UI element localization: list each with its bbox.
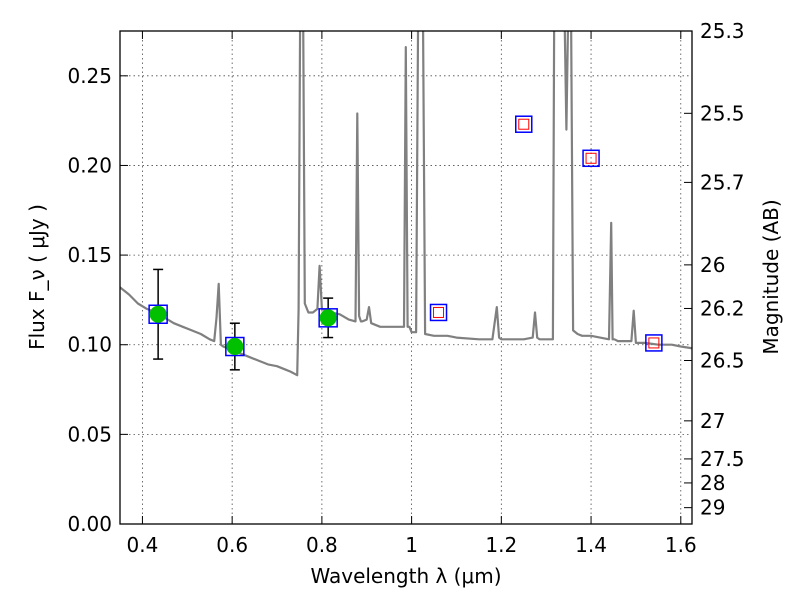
x-tick-label: 1 xyxy=(405,533,418,557)
model-point xyxy=(433,306,445,318)
y-axis-label: Flux F_ν ( μJy ) xyxy=(25,204,49,350)
x-tick-label: 0.6 xyxy=(216,533,248,557)
y2-tick-label: 28 xyxy=(700,471,725,495)
x-tick-label: 1.6 xyxy=(665,533,697,557)
y2-tick-label: 25.5 xyxy=(700,101,745,125)
x-tick-label: 1.4 xyxy=(575,533,607,557)
x-tick-label: 0.8 xyxy=(306,533,338,557)
y2-tick-label: 25.3 xyxy=(700,19,745,43)
photometry-point xyxy=(319,309,337,327)
model-box xyxy=(429,303,448,322)
y-tick-label: 0.25 xyxy=(67,64,112,88)
y-tick-label: 0.15 xyxy=(67,243,112,267)
y2-tick-label: 27.5 xyxy=(700,447,745,471)
y2-axis-label: Magnitude (AB) xyxy=(759,199,783,354)
ticks-layer xyxy=(120,30,692,525)
y-tick-label: 0.05 xyxy=(67,422,112,446)
spectrum-layer xyxy=(120,31,692,377)
photometry-point xyxy=(226,338,244,356)
model-box xyxy=(515,115,533,133)
x-tick-label: 1.2 xyxy=(485,533,517,557)
grid xyxy=(120,31,692,525)
model-point xyxy=(585,152,597,164)
y2-tick-label: 29 xyxy=(700,496,725,520)
tick-labels: 0.4 0.6 0.8 1 1.2 1.4 1.6 0.00 0.05 0.10 0.15 0.20 0… xyxy=(67,19,744,557)
photometry-point xyxy=(149,305,167,323)
x-axis-label: Wavelength λ (μm) xyxy=(310,564,501,588)
model-point xyxy=(518,118,530,130)
photometry-box xyxy=(318,308,338,328)
spectrum-line xyxy=(120,31,692,377)
markers-layer xyxy=(148,115,663,371)
y2-tick-label: 27 xyxy=(700,409,725,433)
y2-tick-label: 26.5 xyxy=(700,349,745,373)
plot-frame xyxy=(119,30,693,525)
y2-tick-label: 26 xyxy=(700,253,725,277)
y2-tick-label: 26.2 xyxy=(700,296,745,320)
model-point xyxy=(648,337,660,349)
x-tick-label: 0.4 xyxy=(127,533,159,557)
photometry-box xyxy=(148,304,168,325)
y-tick-label: 0.10 xyxy=(67,333,112,357)
y-tick-label: 0.00 xyxy=(67,512,112,536)
y-tick-label: 0.20 xyxy=(67,153,112,177)
y2-tick-label: 25.7 xyxy=(700,170,745,194)
model-box xyxy=(645,334,663,352)
photometry-box xyxy=(225,336,245,357)
model-box xyxy=(582,149,600,168)
